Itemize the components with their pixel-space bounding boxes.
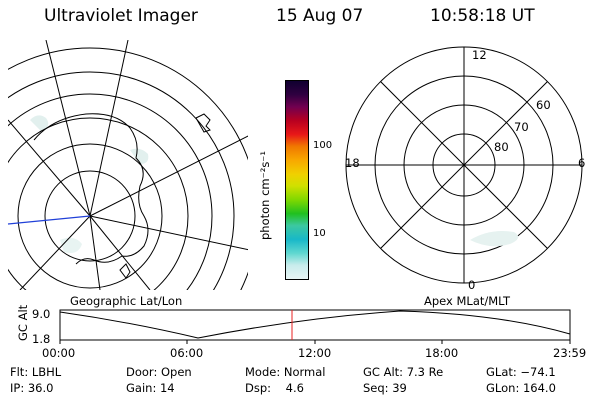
info-door: Door: Open bbox=[126, 365, 192, 379]
info-glon: GLon: 164.0 bbox=[486, 381, 556, 395]
info-seq: Seq: 39 bbox=[363, 381, 407, 395]
info-gcalt: GC Alt: 7.3 Re bbox=[363, 365, 444, 379]
mlt-label-12: 12 bbox=[472, 48, 487, 62]
colorbar-tick-10: 10 bbox=[313, 228, 326, 239]
date-label: 15 Aug 07 bbox=[276, 6, 364, 26]
timeline-ylabel: GC Alt bbox=[16, 304, 30, 341]
info-flt: Flt: LBHL bbox=[10, 365, 62, 379]
info-dsp: Dsp: 4.6 bbox=[245, 381, 304, 395]
mlat-label-70: 70 bbox=[514, 120, 529, 134]
mlt-label-18: 18 bbox=[345, 156, 360, 170]
timeline-ybottom: 1.8 bbox=[32, 332, 51, 346]
timeline-tick-0000: 00:00 bbox=[42, 346, 76, 360]
time-label: 10:58:18 UT bbox=[430, 6, 535, 26]
mlt-panel-label: Apex MLat/MLT bbox=[424, 294, 511, 308]
instrument-title: Ultraviolet Imager bbox=[44, 6, 198, 26]
timeline-tick-1800: 18:00 bbox=[425, 346, 459, 360]
timeline-tick-2359: 23:59 bbox=[553, 346, 587, 360]
info-mode: Mode: Normal bbox=[245, 365, 326, 379]
mlat-label-80: 80 bbox=[494, 140, 509, 154]
timeline-ytop: 9.0 bbox=[32, 307, 51, 321]
timeline-tick-1200: 12:00 bbox=[298, 346, 332, 360]
mlt-label-0: 0 bbox=[468, 278, 476, 292]
mlat-label-60: 60 bbox=[536, 98, 551, 112]
colorbar-tick-100: 100 bbox=[313, 140, 333, 151]
colorbar bbox=[285, 80, 309, 280]
info-gain: Gain: 14 bbox=[126, 381, 175, 395]
geo-panel-label: Geographic Lat/Lon bbox=[70, 294, 183, 308]
info-glat: GLat: −74.1 bbox=[486, 365, 556, 379]
mlt-label-6: 6 bbox=[578, 156, 586, 170]
timeline-tick-0600: 06:00 bbox=[170, 346, 204, 360]
info-ip: IP: 36.0 bbox=[10, 381, 54, 395]
